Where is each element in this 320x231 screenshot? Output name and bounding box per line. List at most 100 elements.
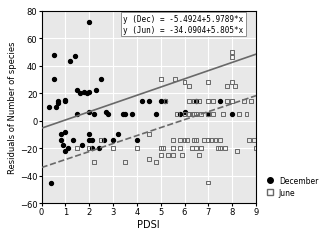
Point xyxy=(99,138,104,142)
Point xyxy=(196,153,201,157)
Point xyxy=(177,147,182,150)
Point xyxy=(170,147,175,150)
Point xyxy=(158,153,163,157)
Point xyxy=(158,78,163,82)
Point xyxy=(68,60,73,64)
Point xyxy=(220,112,225,116)
Point xyxy=(56,100,61,104)
Point xyxy=(82,91,87,94)
Point xyxy=(230,81,235,85)
Point xyxy=(99,78,104,82)
Point xyxy=(87,91,92,94)
Text: y (Dec) = -5.4924+5.9789*x
y (Jun) = -34.0904+5.805*x: y (Dec) = -5.4924+5.9789*x y (Jun) = -34… xyxy=(123,15,243,35)
Point xyxy=(75,112,80,116)
Point xyxy=(120,112,125,116)
Point xyxy=(153,160,158,164)
Point xyxy=(215,147,220,150)
Point xyxy=(189,112,194,116)
Point xyxy=(232,85,237,89)
Point xyxy=(246,138,252,142)
Point xyxy=(134,138,140,142)
Point xyxy=(213,138,218,142)
Point xyxy=(92,112,97,116)
Point xyxy=(75,89,80,93)
Point xyxy=(87,21,92,24)
Point xyxy=(115,133,120,137)
Point xyxy=(75,147,80,150)
Point xyxy=(170,153,175,157)
Point xyxy=(249,100,254,104)
Point xyxy=(63,100,68,104)
Point xyxy=(139,100,144,104)
Point xyxy=(110,138,116,142)
Point xyxy=(89,147,94,150)
Point xyxy=(244,112,249,116)
Point xyxy=(103,111,108,115)
Point xyxy=(163,100,168,104)
Point xyxy=(218,147,223,150)
Point xyxy=(194,112,199,116)
Point xyxy=(60,144,66,148)
Point xyxy=(51,78,56,82)
Point xyxy=(123,160,128,164)
Point xyxy=(230,56,235,60)
Point xyxy=(101,138,106,142)
Point xyxy=(92,160,97,164)
Point xyxy=(72,55,77,59)
Point xyxy=(94,89,99,93)
Point xyxy=(191,138,196,142)
Point xyxy=(146,133,151,137)
Point xyxy=(211,112,216,116)
Point xyxy=(206,81,211,85)
Point xyxy=(146,158,151,161)
Point xyxy=(56,101,61,105)
Point xyxy=(199,112,204,116)
Point xyxy=(230,21,235,24)
Y-axis label: Residuals of Number of species: Residuals of Number of species xyxy=(8,41,17,173)
Point xyxy=(206,100,211,104)
Point xyxy=(170,147,175,150)
Point xyxy=(211,100,216,104)
Point xyxy=(63,99,68,102)
Point xyxy=(77,92,82,96)
Point xyxy=(84,92,89,96)
Point xyxy=(196,100,201,104)
Point xyxy=(208,138,213,142)
Point xyxy=(87,111,92,115)
Point xyxy=(58,138,63,142)
Point xyxy=(253,147,259,150)
Point xyxy=(242,100,247,104)
Point xyxy=(182,138,187,142)
Point xyxy=(184,138,189,142)
Point xyxy=(161,147,166,150)
Point xyxy=(153,112,158,116)
Point xyxy=(130,112,135,116)
Point xyxy=(230,51,235,55)
Point xyxy=(134,147,140,150)
Point xyxy=(87,147,92,150)
Point xyxy=(80,144,85,148)
Point xyxy=(65,147,70,150)
Point xyxy=(201,138,206,142)
Point xyxy=(199,147,204,150)
Point xyxy=(170,138,175,142)
Point xyxy=(218,100,223,104)
Point xyxy=(49,181,54,185)
Point xyxy=(123,112,128,116)
Point xyxy=(206,138,211,142)
Point xyxy=(158,147,163,150)
Point xyxy=(189,147,194,150)
Point xyxy=(191,112,196,116)
Point xyxy=(206,181,211,185)
Point xyxy=(230,112,235,116)
X-axis label: PDSI: PDSI xyxy=(138,219,160,229)
Point xyxy=(206,112,211,116)
Point xyxy=(51,54,56,57)
Point xyxy=(218,138,223,142)
Point xyxy=(106,112,111,116)
Point xyxy=(89,138,94,142)
Point xyxy=(70,138,75,142)
Point xyxy=(194,147,199,150)
Point xyxy=(187,112,192,116)
Point xyxy=(58,133,63,137)
